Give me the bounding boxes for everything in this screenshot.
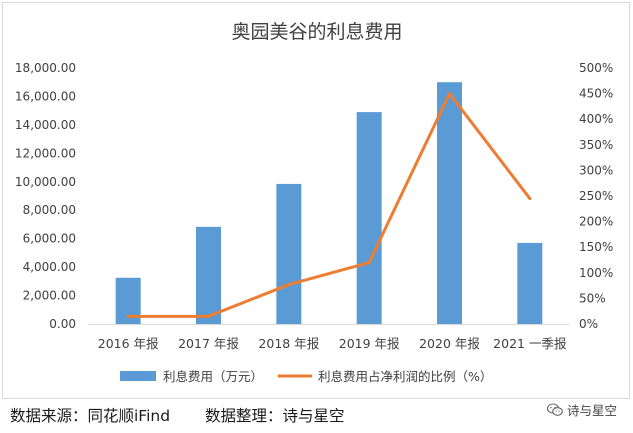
- right-axis-tick-label: 200%: [579, 215, 613, 229]
- right-axis-tick-label: 50%: [579, 291, 606, 305]
- left-axis-tick-label: 2,000.00: [23, 289, 76, 303]
- left-axis-tick-label: 0.00: [49, 317, 76, 331]
- right-axis-tick-label: 250%: [579, 189, 613, 203]
- legend: 利息费用（万元） 利息费用占净利润的比例（%）: [120, 369, 492, 384]
- category-label: 2016 年报: [98, 336, 159, 351]
- legend-swatch-bar: [120, 371, 156, 381]
- category-label: 2020 年报: [419, 336, 480, 351]
- bar: [517, 242, 543, 324]
- chart: 奥园美谷的利息费用 0.00 2,000.00 4,000.00 6,000.00 8,…: [15, 21, 613, 384]
- ratio-point: [367, 261, 371, 265]
- left-axis-tick-label: 4,000.00: [23, 260, 76, 274]
- ratio-point: [287, 283, 291, 287]
- watermark: 诗与星空: [546, 400, 617, 419]
- category-label: 2021 一季报: [493, 336, 567, 351]
- bar: [437, 82, 462, 324]
- left-axis-tick-label: 14,000.00: [15, 118, 76, 132]
- left-axis-tick-label: 8,000.00: [23, 203, 76, 217]
- left-axis-tick-label: 12,000.00: [15, 146, 76, 160]
- right-axis-tick-label: 400%: [579, 112, 613, 126]
- right-axis-tick-label: 300%: [579, 163, 613, 177]
- category-label: 2017 年报: [178, 336, 239, 351]
- right-axis-tick-label: 500%: [579, 61, 613, 75]
- watermark-text: 诗与星空: [566, 403, 617, 418]
- category-label: 2019 年报: [339, 336, 400, 351]
- ratio-point: [207, 314, 210, 318]
- ratio-point: [448, 92, 451, 96]
- footer: 数据来源：同花顺iFind 数据整理：诗与星空: [10, 404, 375, 426]
- bar: [276, 183, 302, 324]
- wechat-icon: [546, 402, 563, 416]
- data-organizer: 数据整理：诗与星空: [205, 407, 345, 425]
- legend-label-interest-expense: 利息费用（万元）: [163, 369, 263, 384]
- right-axis-tick-label: 350%: [579, 138, 613, 152]
- left-axis-tick-label: 10,000.00: [15, 175, 76, 189]
- right-axis-tick-label: 100%: [579, 266, 613, 280]
- legend-label-interest-ratio: 利息费用占净利润的比例（%）: [318, 369, 492, 384]
- left-axis-tick-label: 6,000.00: [23, 232, 76, 246]
- left-axis-tick-label: 18,000.00: [15, 61, 76, 75]
- chart-frame: [2, 2, 630, 399]
- bar: [196, 226, 221, 324]
- ratio-point: [126, 314, 130, 318]
- chart-title: 奥园美谷的利息费用: [231, 21, 402, 43]
- right-axis-tick-label: 150%: [579, 240, 613, 254]
- data-source: 数据来源：同花顺iFind: [10, 407, 171, 425]
- right-axis-tick-label: 450%: [579, 87, 613, 101]
- ratio-point: [528, 197, 532, 201]
- right-axis-tick-label: 0%: [579, 317, 598, 331]
- left-axis-tick-label: 16,000.00: [15, 89, 76, 103]
- ratio-line: [126, 92, 532, 318]
- category-label: 2018 年报: [258, 336, 319, 351]
- bar: [356, 112, 382, 324]
